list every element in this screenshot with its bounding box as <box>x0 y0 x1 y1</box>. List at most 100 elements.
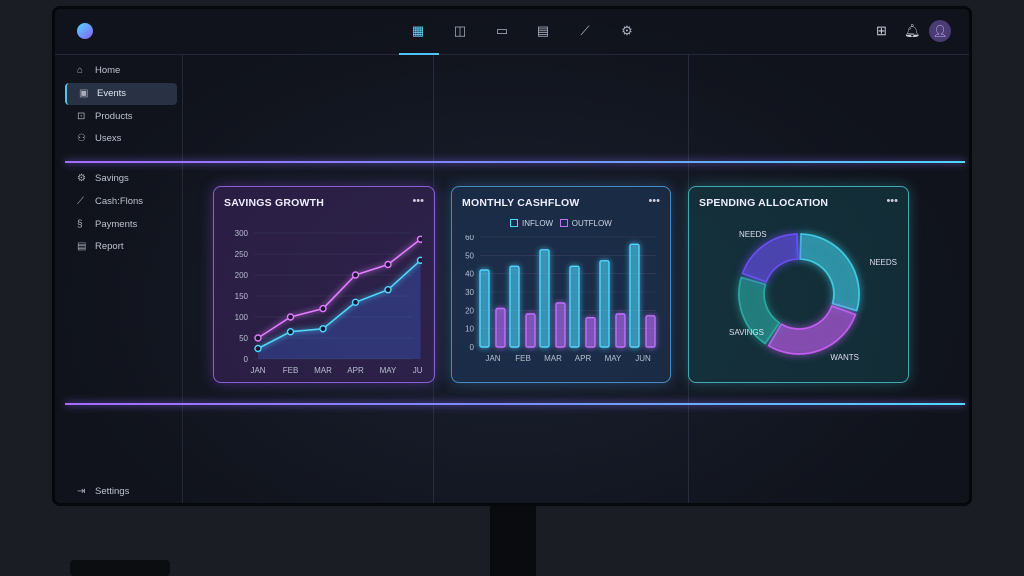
glow-line <box>65 403 965 405</box>
donut-slice <box>738 276 781 345</box>
x-tick-label: MAR <box>314 366 332 375</box>
data-point <box>254 344 262 353</box>
top-bar: ▦ ◫ ▭ ▤ ⟋ ⚙ ⊞ 🔔︎ 👤︎ <box>55 9 969 55</box>
monitor-stand <box>490 506 536 576</box>
donut-slice <box>741 233 799 284</box>
active-tab-indicator <box>399 53 439 55</box>
bar <box>629 243 640 348</box>
sidebar-item-payments[interactable]: § Payments <box>65 214 177 236</box>
sidebar-item-report[interactable]: ▤ Report <box>65 236 177 258</box>
sidebar-item-savings[interactable]: ⚙ Savings <box>65 168 177 190</box>
grid-icon[interactable]: ▦ <box>411 23 425 38</box>
more-icon[interactable]: ••• <box>886 195 898 207</box>
user-avatar-icon[interactable]: 👤︎ <box>929 20 951 42</box>
widget-icon[interactable]: ◫ <box>453 23 467 38</box>
bar <box>479 269 490 348</box>
bar <box>569 265 580 348</box>
donut-slice <box>799 233 860 312</box>
y-tick-label: 300 <box>235 229 249 238</box>
trend-icon[interactable]: ⟋ <box>580 23 590 38</box>
savings-icon: ⚙ <box>77 173 86 184</box>
app-logo <box>77 23 93 39</box>
cashflow-bar-chart: 0 10 20 30 40 50 60 JAN FEB MAR APR MAY JUN <box>465 235 656 363</box>
wallet-icon: ▣ <box>79 88 89 99</box>
bar <box>509 265 520 348</box>
sidebar-item-label: Events <box>97 88 127 99</box>
y-tick-label: 20 <box>465 306 474 315</box>
data-point <box>416 256 422 264</box>
x-tick-label: JAN <box>485 354 500 363</box>
x-tick-label: MAR <box>544 354 562 363</box>
y-tick-label: 60 <box>465 235 474 242</box>
home-icon: ⌂ <box>77 65 84 76</box>
settings-icon[interactable]: ⚙ <box>621 23 633 38</box>
y-tick-label: 100 <box>235 313 249 322</box>
chart-legend: INFLOW OUTFLOW <box>510 219 612 228</box>
sidebar-item-label: Usexs <box>95 133 122 144</box>
x-tick-label: APR <box>347 366 364 375</box>
sidebar-item-cashflow[interactable]: ⟋ Cash:Flons <box>65 191 177 213</box>
sidebar-item-label: Products <box>95 111 133 122</box>
y-tick-label: 150 <box>235 292 249 301</box>
logout-icon: ⇥ <box>77 486 86 497</box>
data-point <box>384 260 392 269</box>
legend-label: INFLOW <box>522 219 554 228</box>
savings-growth-card: SAVINGS GROWTH ••• 0 50 100 150 200 250 300 JAN… <box>213 186 435 383</box>
cashflow-icon: ⟋ <box>77 196 84 207</box>
y-tick-label: 40 <box>465 270 474 279</box>
list-icon[interactable]: ▤ <box>536 23 550 38</box>
spending-allocation-card: SPENDING ALLOCATION ••• NEEDS WANTS SAVING… <box>688 186 909 383</box>
bar <box>645 315 656 348</box>
data-point <box>351 271 360 279</box>
bar <box>525 313 536 348</box>
series-line <box>257 259 422 350</box>
bar <box>615 313 626 348</box>
layout-icon[interactable]: ⊞ <box>876 23 887 38</box>
bar <box>585 316 596 348</box>
legend-label: OUTFLOW <box>571 219 612 228</box>
sidebar-item-users[interactable]: ⚇ Usexs <box>65 128 177 150</box>
slice-label: WANTS <box>830 353 859 362</box>
y-tick-label: 250 <box>235 250 249 259</box>
card-title: SPENDING ALLOCATION <box>699 197 829 209</box>
sidebar-item-events[interactable]: ▣ Events <box>65 83 177 105</box>
x-tick-label: FEB <box>283 366 299 375</box>
sidebar-item-home[interactable]: ⌂ Home <box>65 60 177 82</box>
data-point <box>351 298 360 307</box>
area-fill <box>258 260 421 359</box>
payments-icon: § <box>77 219 83 230</box>
sidebar-item-label: Savings <box>95 173 129 184</box>
spending-donut-chart: NEEDS WANTS SAVINGS NEEDS <box>729 230 897 362</box>
card-title: SAVINGS GROWTH <box>224 197 325 209</box>
slice-label: NEEDS <box>739 230 767 239</box>
y-tick-label: 50 <box>465 251 474 260</box>
y-tick-label: 50 <box>239 334 248 343</box>
monitor-screen: ▦ ◫ ▭ ▤ ⟋ ⚙ ⊞ 🔔︎ 👤︎ ⌂ Home ▣ Events ⊡ Produ… <box>52 6 972 506</box>
bell-icon[interactable]: 🔔︎ <box>904 23 921 38</box>
data-point <box>286 313 295 321</box>
card-icon[interactable]: ▭ <box>495 23 509 38</box>
sidebar-item-label: Settings <box>95 486 130 497</box>
sidebar-item-label: Payments <box>95 219 138 230</box>
monitor-stand-base <box>70 560 170 576</box>
series-line <box>257 238 421 339</box>
donut-slice <box>767 304 857 355</box>
bar <box>555 302 566 348</box>
data-point <box>384 285 392 294</box>
glow-line <box>65 161 965 163</box>
y-tick-label: 0 <box>244 355 249 364</box>
slice-label: SAVINGS <box>729 328 764 337</box>
sidebar-item-products[interactable]: ⊡ Products <box>65 106 177 128</box>
y-tick-label: 0 <box>470 343 475 352</box>
data-point <box>416 235 422 243</box>
sidebar: ⌂ Home ▣ Events ⊡ Products ⚇ Usexs ⚙ Savings … <box>55 55 183 503</box>
sidebar-item-settings[interactable]: ⇥ Settings <box>65 481 177 503</box>
products-icon: ⊡ <box>77 111 86 122</box>
x-tick-label: FEB <box>515 354 531 363</box>
sidebar-item-label: Cash:Flons <box>95 196 144 207</box>
more-icon[interactable]: ••• <box>648 195 660 207</box>
card-title: MONTHLY CASHFLOW <box>462 197 580 209</box>
legend-swatch <box>510 219 518 227</box>
y-tick-label: 30 <box>465 288 474 297</box>
more-icon[interactable]: ••• <box>412 195 424 207</box>
